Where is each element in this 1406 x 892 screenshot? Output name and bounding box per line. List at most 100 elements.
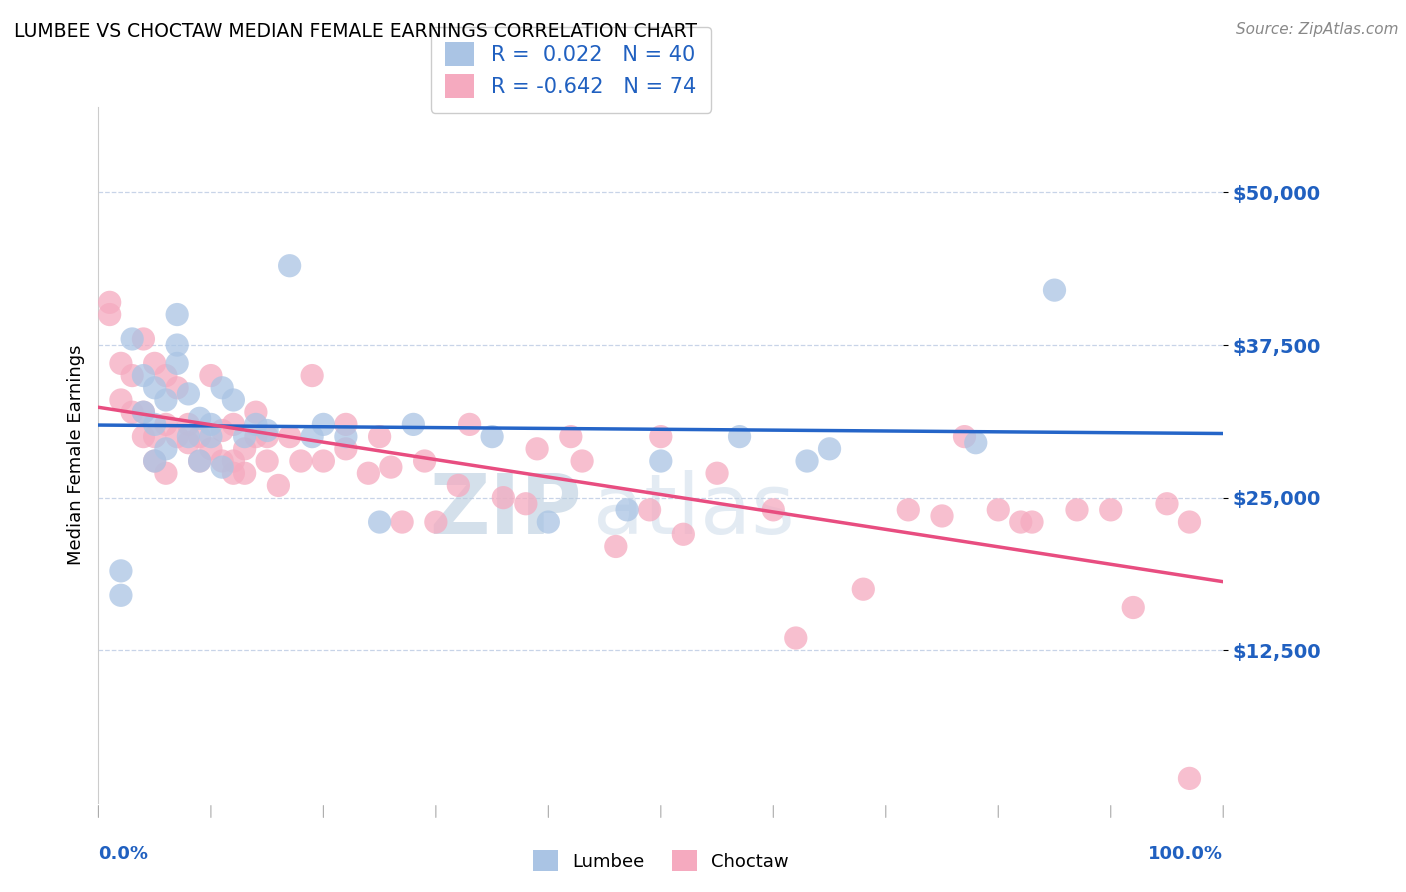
Point [245,417,267,432]
Point [211,381,233,395]
Point [897,503,920,517]
Point [728,429,751,443]
Text: ZIP: ZIP [430,470,582,551]
Point [177,387,200,401]
Point [650,454,672,468]
Point [402,417,425,432]
Point [233,442,256,456]
Point [357,467,380,481]
Point [155,467,177,481]
Point [301,368,323,383]
Point [188,411,211,425]
Point [458,417,481,432]
Point [605,540,627,554]
Point [818,442,841,456]
Point [245,405,267,419]
Point [155,442,177,456]
Point [200,429,222,443]
Point [132,332,155,346]
Point [200,442,222,456]
Point [492,491,515,505]
Point [267,478,290,492]
Point [616,503,638,517]
Point [953,429,976,443]
Point [121,368,143,383]
Point [1010,515,1032,529]
Point [143,429,166,443]
Point [143,356,166,370]
Point [222,454,245,468]
Point [537,515,560,529]
Point [256,424,278,438]
Point [312,417,335,432]
Point [796,454,818,468]
Point [177,435,200,450]
Text: 100.0%: 100.0% [1149,845,1223,863]
Point [335,429,357,443]
Point [110,588,132,602]
Point [515,497,537,511]
Point [413,454,436,468]
Point [335,417,357,432]
Point [132,429,155,443]
Point [110,564,132,578]
Point [425,515,447,529]
Point [368,515,391,529]
Point [143,454,166,468]
Point [188,429,211,443]
Point [155,368,177,383]
Point [481,429,503,443]
Point [638,503,661,517]
Point [166,308,188,322]
Point [211,460,233,475]
Point [110,356,132,370]
Point [222,467,245,481]
Point [222,392,245,407]
Point [1021,515,1043,529]
Point [143,381,166,395]
Legend: R =  0.022   N = 40, R = -0.642   N = 74: R = 0.022 N = 40, R = -0.642 N = 74 [430,27,711,112]
Legend: Lumbee, Choctaw: Lumbee, Choctaw [526,843,796,879]
Point [1066,503,1088,517]
Point [380,460,402,475]
Point [931,508,953,523]
Point [1043,283,1066,297]
Point [211,424,233,438]
Point [132,368,155,383]
Point [166,381,188,395]
Point [155,417,177,432]
Point [98,308,121,322]
Point [278,259,301,273]
Point [121,405,143,419]
Point [290,454,312,468]
Point [166,338,188,352]
Text: atlas: atlas [593,470,794,551]
Point [256,429,278,443]
Point [1156,497,1178,511]
Point [143,417,166,432]
Y-axis label: Median Female Earnings: Median Female Earnings [66,344,84,566]
Text: Source: ZipAtlas.com: Source: ZipAtlas.com [1236,22,1399,37]
Point [1178,515,1201,529]
Point [301,429,323,443]
Point [391,515,413,529]
Point [98,295,121,310]
Point [762,503,785,517]
Point [278,429,301,443]
Point [188,454,211,468]
Point [571,454,593,468]
Point [132,405,155,419]
Point [672,527,695,541]
Point [987,503,1010,517]
Point [121,332,143,346]
Point [211,454,233,468]
Point [166,356,188,370]
Point [1099,503,1122,517]
Point [447,478,470,492]
Point [233,429,256,443]
Point [965,435,987,450]
Point [188,454,211,468]
Point [852,582,875,597]
Point [335,442,357,456]
Point [245,429,267,443]
